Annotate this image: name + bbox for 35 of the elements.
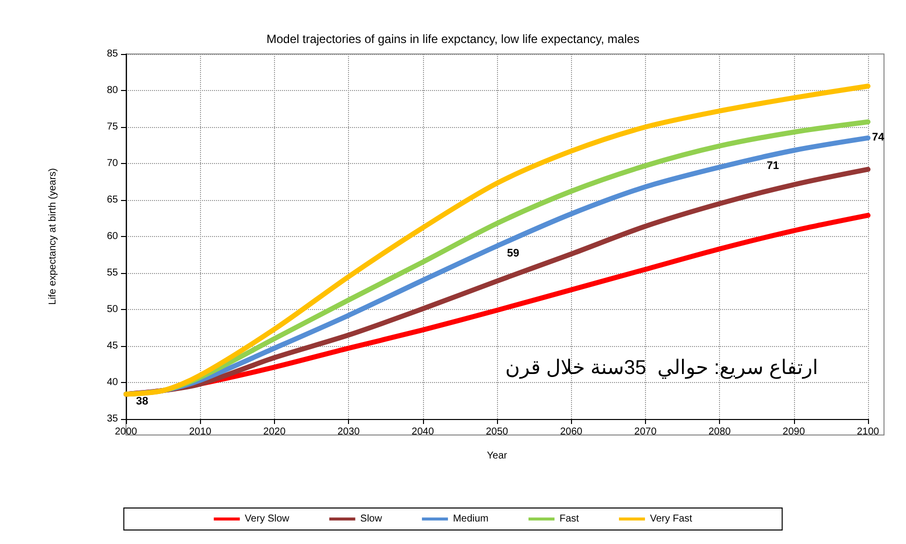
annotation: 74: [872, 131, 886, 144]
legend-label: Very Slow: [244, 514, 290, 524]
y-tick-label: 55: [106, 268, 118, 278]
y-tick-label: 75: [106, 122, 118, 132]
y-tick-label: 60: [106, 231, 118, 242]
legend-label: Slow: [360, 514, 383, 524]
x-axis-title: Year: [486, 450, 508, 462]
y-tick-label: 45: [106, 340, 118, 352]
y-tick-label: 35: [106, 414, 118, 424]
y-tick-label: 65: [106, 194, 118, 206]
x-tick-label: 2090: [782, 426, 806, 438]
y-tick-label: 85: [106, 48, 118, 60]
x-tick-label: 2040: [412, 426, 434, 438]
y-axis-title: Life expectancy at birth (years): [48, 168, 58, 305]
x-tick-label: 2020: [263, 426, 286, 438]
legend-label: Medium: [452, 514, 489, 524]
chart-title: Model trajectories of gains in life expctancy, low life expectancy, males: [266, 32, 640, 46]
x-tick-label: 2010: [189, 426, 212, 438]
legend-label: Very Fast: [650, 514, 692, 524]
annotation: ارتفاع سريع: حوالي 35سنة خلال قرن: [505, 357, 818, 379]
annotation: 38: [136, 396, 148, 408]
y-tick-label: 80: [106, 85, 118, 96]
y-tick-label: 40: [106, 377, 118, 388]
x-tick-label: 2100: [856, 426, 880, 438]
x-tick-label: 2050: [486, 426, 509, 438]
y-tick-label: 70: [106, 158, 118, 169]
legend-label: Fast: [560, 514, 580, 524]
x-tick-label: 2030: [337, 426, 360, 438]
annotation: 59: [507, 247, 520, 260]
y-tick-label: 50: [106, 304, 118, 315]
x-tick-label: 2080: [708, 426, 732, 438]
x-tick-label: 2060: [560, 426, 583, 438]
x-tick-label: 2070: [634, 426, 657, 438]
x-tick-label: 2000: [114, 426, 138, 438]
annotation: 71: [766, 160, 779, 172]
